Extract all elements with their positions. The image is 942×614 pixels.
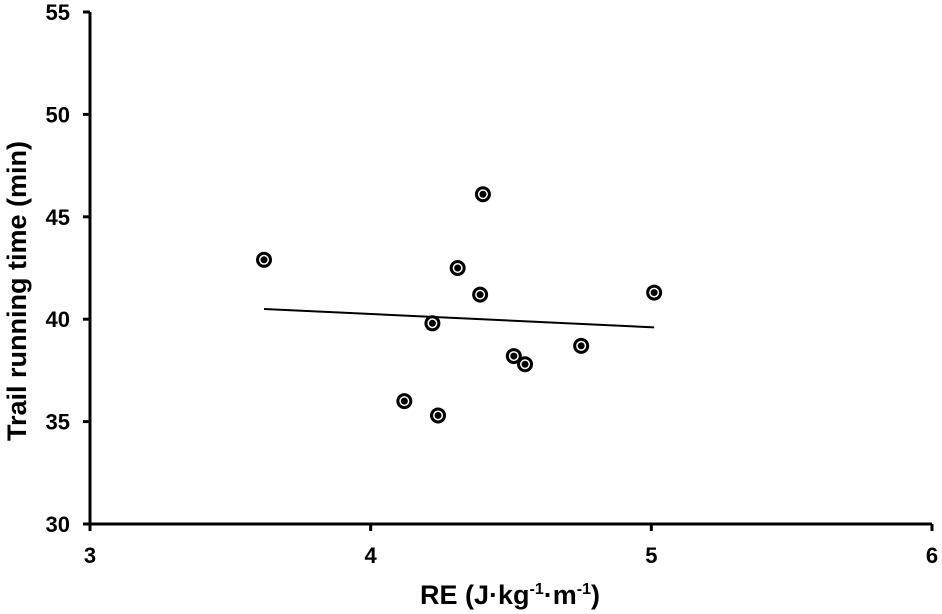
data-point-center — [428, 319, 436, 327]
data-point-center — [454, 264, 462, 272]
y-tick-label: 30 — [46, 512, 70, 537]
data-point — [646, 284, 663, 301]
y-tick-label: 55 — [46, 0, 70, 25]
data-point-marker — [474, 186, 491, 203]
data-point-marker — [517, 356, 534, 373]
data-point-center — [434, 411, 442, 419]
data-point — [472, 286, 489, 303]
x-tick-label: 3 — [84, 543, 96, 568]
axis-labels: Trail running time (min) RE (J·kg-1·m-1) — [2, 141, 600, 610]
x-axis-label-sup1: -1 — [530, 581, 544, 598]
data-point-center — [577, 342, 585, 350]
data-point-center — [479, 190, 487, 198]
x-axis-label: RE (J·kg-1·m-1) — [420, 580, 600, 610]
data-point — [449, 260, 466, 276]
x-tick-label: 5 — [645, 543, 657, 568]
data-point — [474, 186, 491, 203]
data-point — [573, 337, 590, 354]
y-tick-label: 35 — [46, 410, 70, 435]
data-point-center — [510, 352, 518, 360]
data-point — [430, 407, 447, 424]
data-point-marker — [472, 286, 489, 303]
data-point-marker — [424, 315, 441, 332]
data-point-marker — [449, 260, 466, 276]
trendline — [263, 307, 655, 329]
data-point — [505, 348, 522, 365]
data-point-marker — [505, 348, 522, 365]
data-point-marker — [573, 337, 590, 354]
trendline-group — [263, 307, 655, 329]
y-tick-label: 40 — [46, 307, 70, 332]
x-axis-label-mid: ·m — [544, 580, 577, 610]
data-point-center — [650, 289, 658, 297]
x-axis-label-base: RE (J·kg — [420, 580, 530, 610]
data-point-center — [476, 291, 484, 299]
data-point-marker — [396, 393, 413, 410]
data-point — [424, 315, 441, 332]
x-axis-label-sup2: -1 — [577, 581, 591, 598]
data-point-center — [521, 360, 529, 368]
data-point — [396, 393, 413, 410]
data-point-marker — [256, 251, 273, 268]
x-tick-label: 4 — [365, 543, 378, 568]
data-point-marker — [646, 284, 663, 301]
x-axis-label-end: ) — [591, 580, 600, 610]
y-tick-label: 50 — [46, 102, 70, 127]
y-axis-label: Trail running time (min) — [2, 141, 32, 441]
x-tick-label: 6 — [926, 543, 938, 568]
y-tick-label: 45 — [46, 205, 70, 230]
data-point-center — [400, 397, 408, 405]
data-point — [517, 356, 534, 373]
data-point-center — [260, 256, 268, 264]
data-point — [256, 251, 273, 268]
data-point-marker — [430, 407, 447, 424]
data-points — [256, 186, 663, 424]
